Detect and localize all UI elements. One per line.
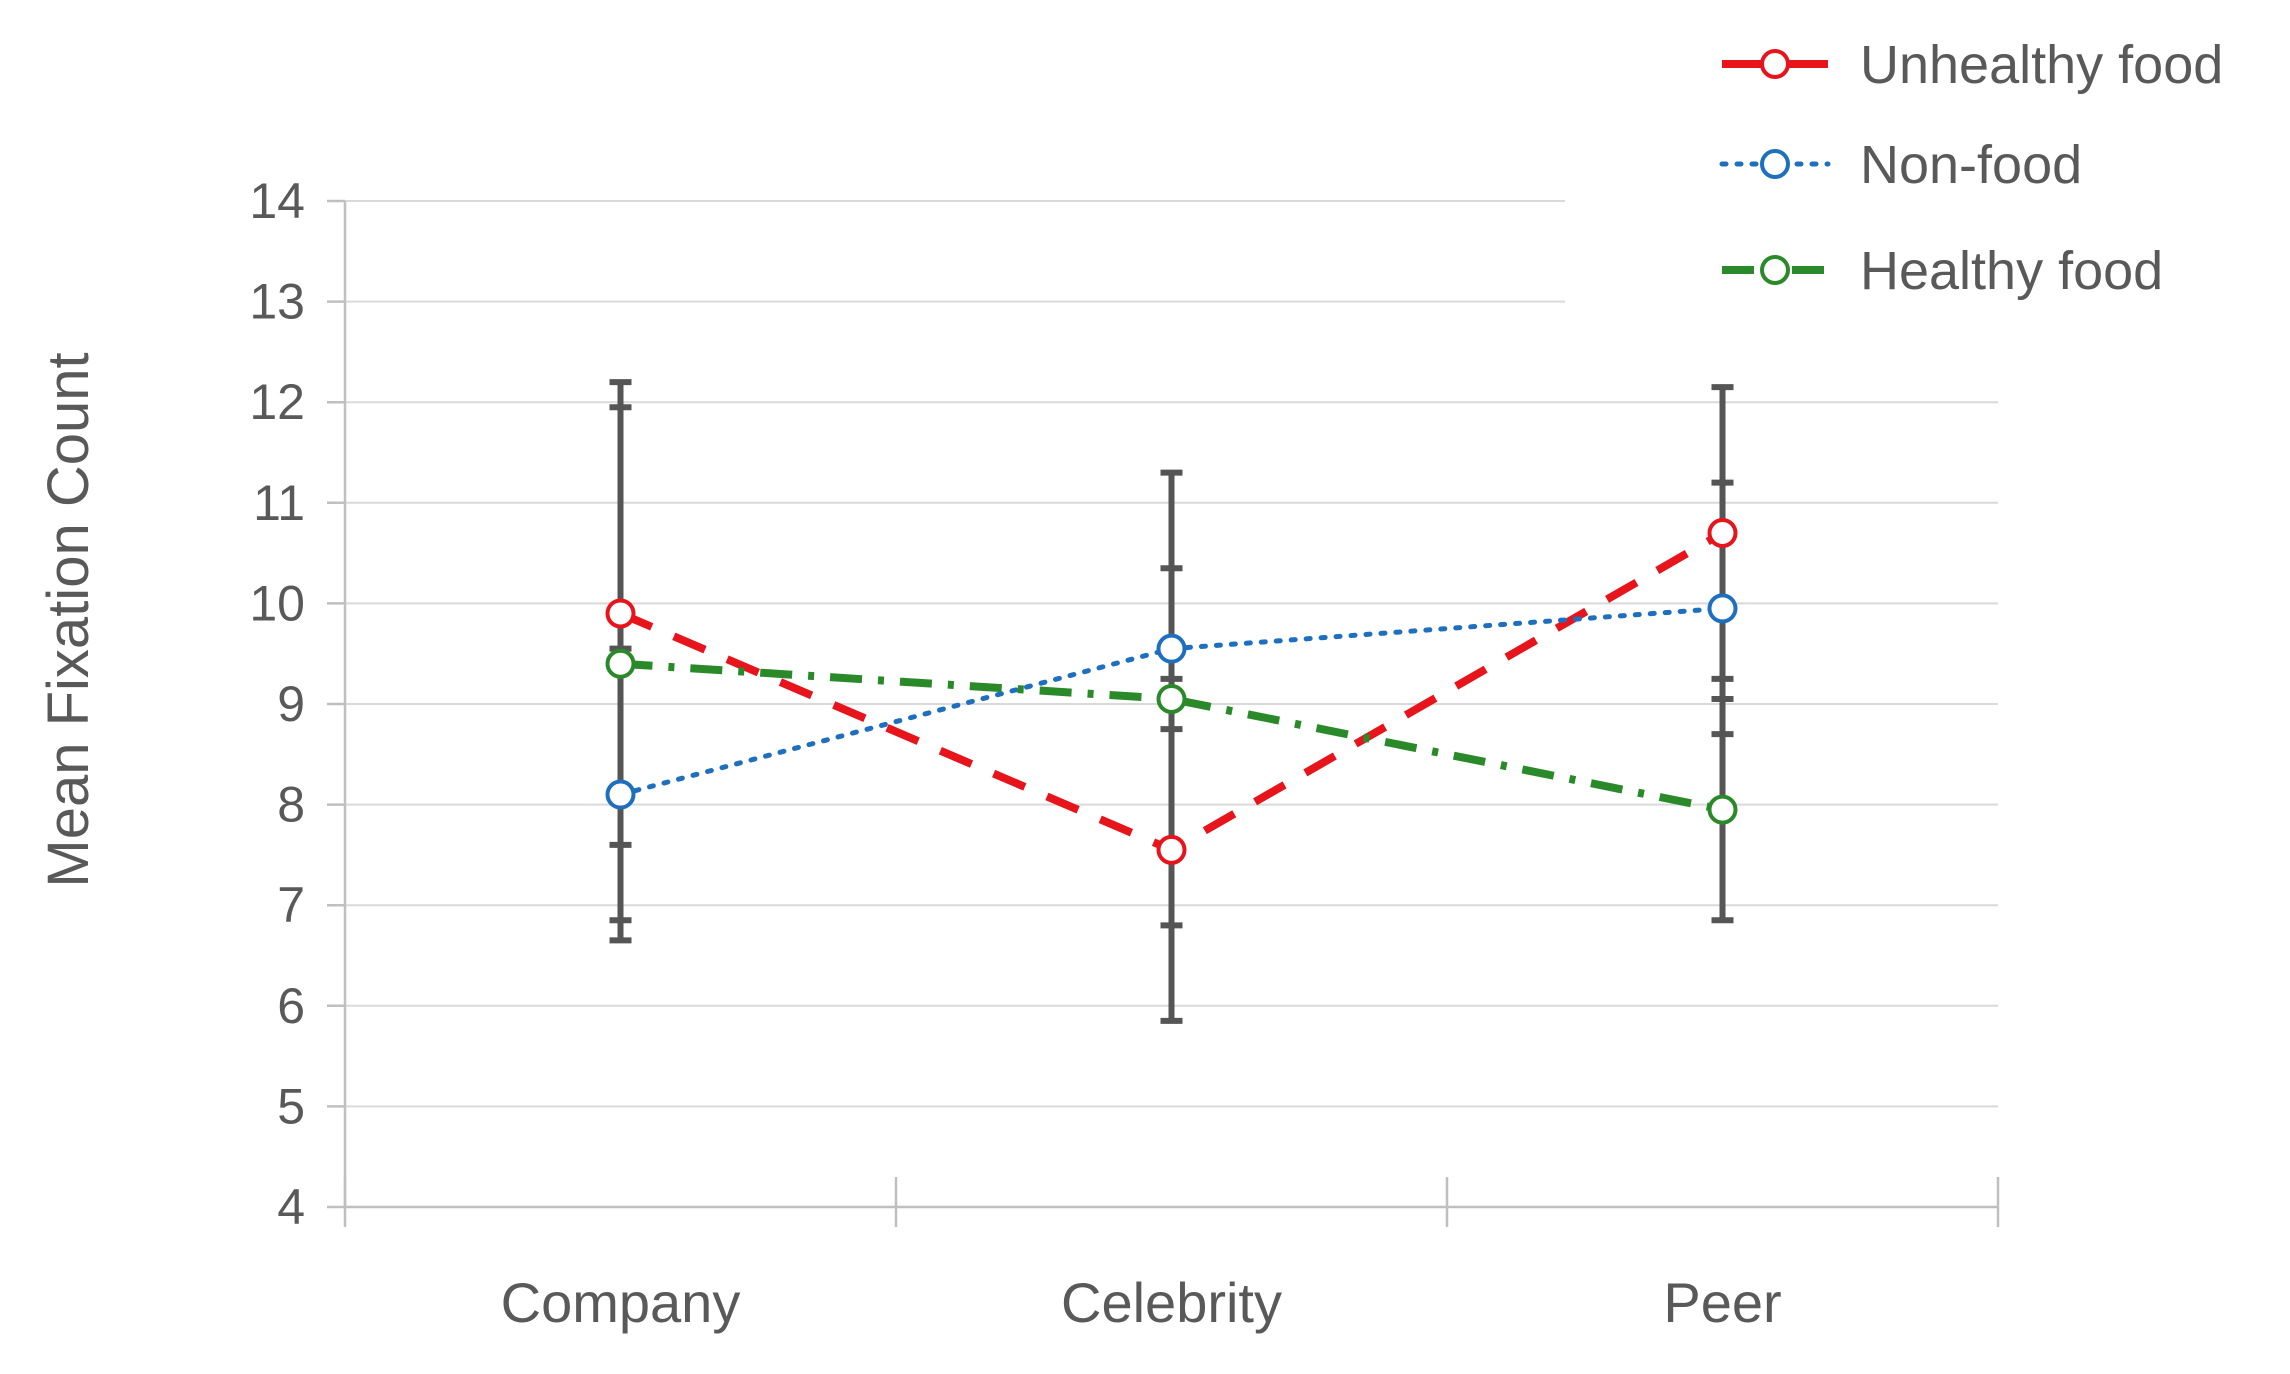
x-tick-label: Celebrity (1061, 1271, 1282, 1334)
x-tick-label: Peer (1663, 1271, 1781, 1334)
data-point-healthy-food (605, 648, 636, 679)
y-axis-title: Mean Fixation Count (36, 352, 101, 887)
data-point-non-food (605, 779, 636, 810)
legend-label: Healthy food (1860, 241, 2163, 301)
legend-marker-non-food (1760, 149, 1790, 179)
series-markers (605, 517, 1738, 865)
y-tick-label: 14 (249, 173, 305, 229)
legend-marker-healthy-food (1760, 255, 1790, 285)
x-tick-label: Company (501, 1271, 741, 1334)
y-tick-label: 6 (277, 978, 305, 1034)
y-tick-label: 4 (277, 1179, 305, 1235)
data-point-non-food (1707, 593, 1738, 624)
legend-label: Unhealthy food (1860, 35, 2223, 95)
data-point-healthy-food (1156, 683, 1187, 714)
axis-labels: 4 5 6 7 8 9 10 11 12 13 14 Company Celebrity Peer (249, 173, 1781, 1334)
legend-marker-unhealthy-food (1760, 49, 1790, 79)
y-tick-label: 11 (253, 475, 305, 531)
y-tick-label: 5 (277, 1078, 305, 1134)
y-tick-label: 13 (249, 274, 305, 330)
y-tick-label: 12 (249, 374, 305, 430)
data-point-healthy-food (1707, 794, 1738, 825)
data-point-unhealthy-food (1707, 517, 1738, 548)
series-line-healthy-food (620, 659, 1724, 814)
y-tick-label: 9 (277, 676, 305, 732)
legend-label: Non-food (1860, 135, 2082, 195)
y-tick-label: 10 (249, 575, 305, 631)
data-point-unhealthy-food (1156, 834, 1187, 865)
y-tick-label: 7 (277, 877, 305, 933)
data-point-non-food (1156, 633, 1187, 664)
legend: Unhealthy food Non-food Healthy food (1719, 35, 2223, 301)
data-point-unhealthy-food (605, 598, 636, 629)
axes (327, 199, 2000, 1227)
y-tick-label: 8 (277, 777, 305, 833)
